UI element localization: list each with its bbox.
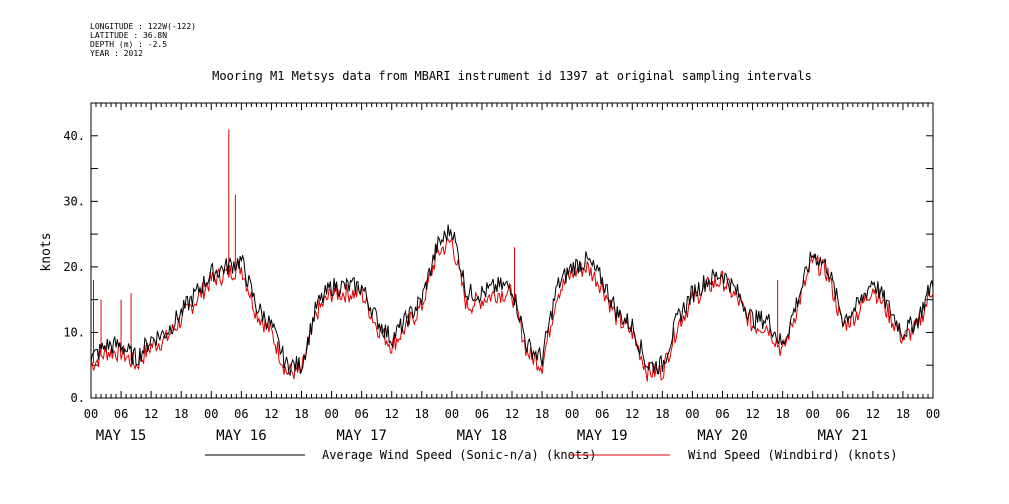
- y-tick-label: 30.: [63, 194, 85, 208]
- day-label: MAY 18: [457, 428, 508, 444]
- x-tick-label: 00: [565, 407, 579, 421]
- chart-title: Mooring M1 Metsys data from MBARI instru…: [212, 69, 812, 83]
- x-tick-label: 06: [114, 407, 128, 421]
- series-layer: [90, 129, 934, 382]
- x-tick-label: 18: [174, 407, 188, 421]
- x-tick-label: 06: [475, 407, 489, 421]
- x-tick-label: 00: [204, 407, 218, 421]
- legend-sonic-label: Average Wind Speed (Sonic-n/a) (knots): [322, 448, 597, 462]
- x-tick-label: 00: [324, 407, 338, 421]
- year-label: YEAR : 2012: [90, 49, 143, 58]
- day-label: MAY 15: [96, 428, 147, 444]
- x-tick-label: 12: [264, 407, 278, 421]
- x-tick-label: 12: [384, 407, 398, 421]
- x-tick-label: 00: [926, 407, 940, 421]
- y-axis-label: knots: [39, 232, 54, 271]
- day-label: MAY 21: [817, 428, 868, 444]
- y-tick-label: 40.: [63, 129, 85, 143]
- plot-frame: [90, 102, 934, 399]
- x-tick-label: 06: [595, 407, 609, 421]
- depth-label: DEPTH (m) : -2.5: [90, 40, 168, 49]
- x-tick-label: 12: [745, 407, 759, 421]
- longitude-label: LONGITUDE : 122W(-122): [90, 22, 196, 31]
- x-tick-label: 12: [866, 407, 880, 421]
- x-tick-label: 06: [836, 407, 850, 421]
- x-tick-label: 12: [144, 407, 158, 421]
- series-sonic-line: [90, 224, 934, 377]
- x-tick-label: 12: [625, 407, 639, 421]
- y-axis-labels: 0. 10. 20. 30. 40.: [63, 129, 85, 405]
- legend-windbird-label: Wind Speed (Windbird) (knots): [688, 448, 898, 462]
- x-axis-labels: 00 06 12 18 00 06 12 18 00 06 12 18 00 06 12 18 00 06 12 18…: [84, 407, 940, 444]
- x-tick-label: 00: [84, 407, 98, 421]
- axis-ticks: [90, 102, 934, 399]
- x-tick-label: 18: [655, 407, 669, 421]
- x-tick-label: 18: [775, 407, 789, 421]
- day-label: MAY 16: [216, 428, 267, 444]
- x-tick-label: 18: [896, 407, 910, 421]
- x-tick-label: 18: [415, 407, 429, 421]
- x-tick-label: 00: [445, 407, 459, 421]
- x-tick-label: 06: [234, 407, 248, 421]
- x-tick-label: 00: [685, 407, 699, 421]
- legend: Average Wind Speed (Sonic-n/a) (knots) W…: [205, 448, 898, 462]
- day-label: MAY 19: [577, 428, 628, 444]
- day-label: MAY 20: [697, 428, 748, 444]
- day-label: MAY 17: [336, 428, 387, 444]
- y-tick-label: 20.: [63, 260, 85, 274]
- x-tick-label: 18: [294, 407, 308, 421]
- x-tick-label: 00: [805, 407, 819, 421]
- x-tick-label: 12: [505, 407, 519, 421]
- x-tick-label: 18: [535, 407, 549, 421]
- latitude-label: LATITUDE : 36.8N: [90, 31, 168, 40]
- x-tick-label: 06: [715, 407, 729, 421]
- y-tick-label: 10.: [63, 325, 85, 339]
- x-tick-label: 06: [354, 407, 368, 421]
- series-windbird-line: [90, 236, 934, 382]
- y-tick-label: 0.: [71, 391, 85, 405]
